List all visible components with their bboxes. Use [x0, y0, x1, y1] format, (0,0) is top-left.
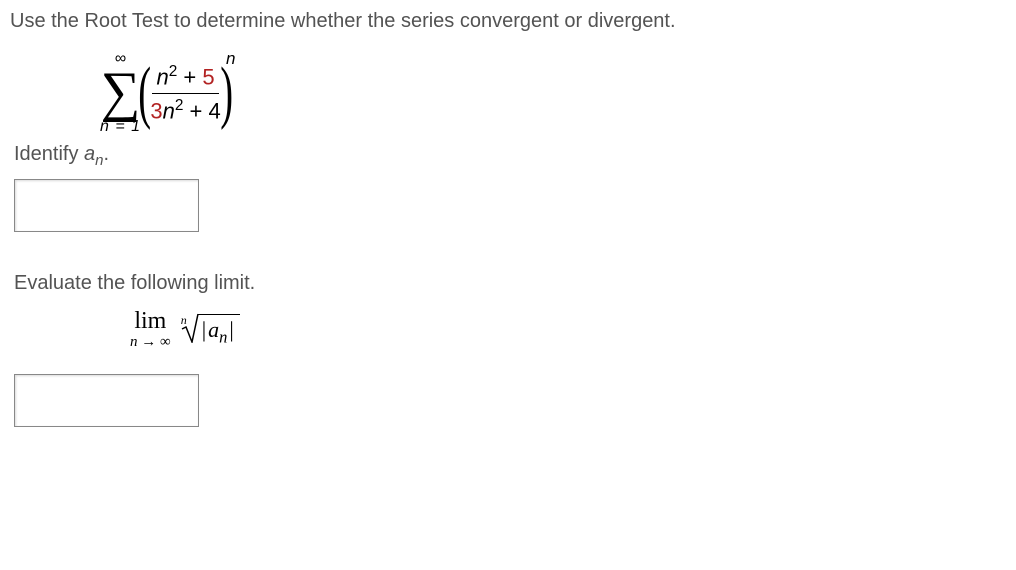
limit-formula: lim n → ∞ n |an|: [10, 295, 1006, 356]
page-root: Use the Root Test to determine whether t…: [0, 0, 1016, 427]
denominator-coeff: 3: [150, 98, 162, 123]
limit-input[interactable]: [14, 374, 199, 427]
numerator-constant: 5: [202, 64, 214, 89]
sigma-symbol: ∑: [101, 67, 141, 117]
radical-sign: [181, 313, 199, 343]
denominator: 3n2 + 4: [150, 94, 220, 125]
prompt-text: Use the Root Test to determine whether t…: [10, 8, 1006, 34]
evaluate-label: Evaluate the following limit.: [10, 232, 1006, 295]
an-input-wrap: [14, 179, 199, 232]
identify-label: Identify an.: [10, 141, 1006, 169]
sigma-block: ∞ ∑ n = 1: [100, 51, 141, 135]
limit-input-wrap: [14, 374, 199, 427]
an-input[interactable]: [14, 179, 199, 232]
lim-subscript: n → ∞: [130, 333, 171, 350]
series-formula: ∞ ∑ n = 1 ( n2 + 5 3n2 + 4 ) n: [10, 34, 1006, 141]
root-expression: n |an|: [181, 313, 240, 347]
fraction: n2 + 5 3n2 + 4: [148, 62, 222, 125]
right-paren: ): [220, 65, 233, 121]
numerator: n2 + 5: [152, 62, 218, 94]
sigma-lower: n = 1: [100, 117, 141, 135]
left-paren: (: [138, 65, 151, 121]
radicand: |an|: [198, 314, 240, 347]
lim-word: lim: [134, 309, 166, 333]
lim-block: lim n → ∞: [130, 309, 171, 350]
